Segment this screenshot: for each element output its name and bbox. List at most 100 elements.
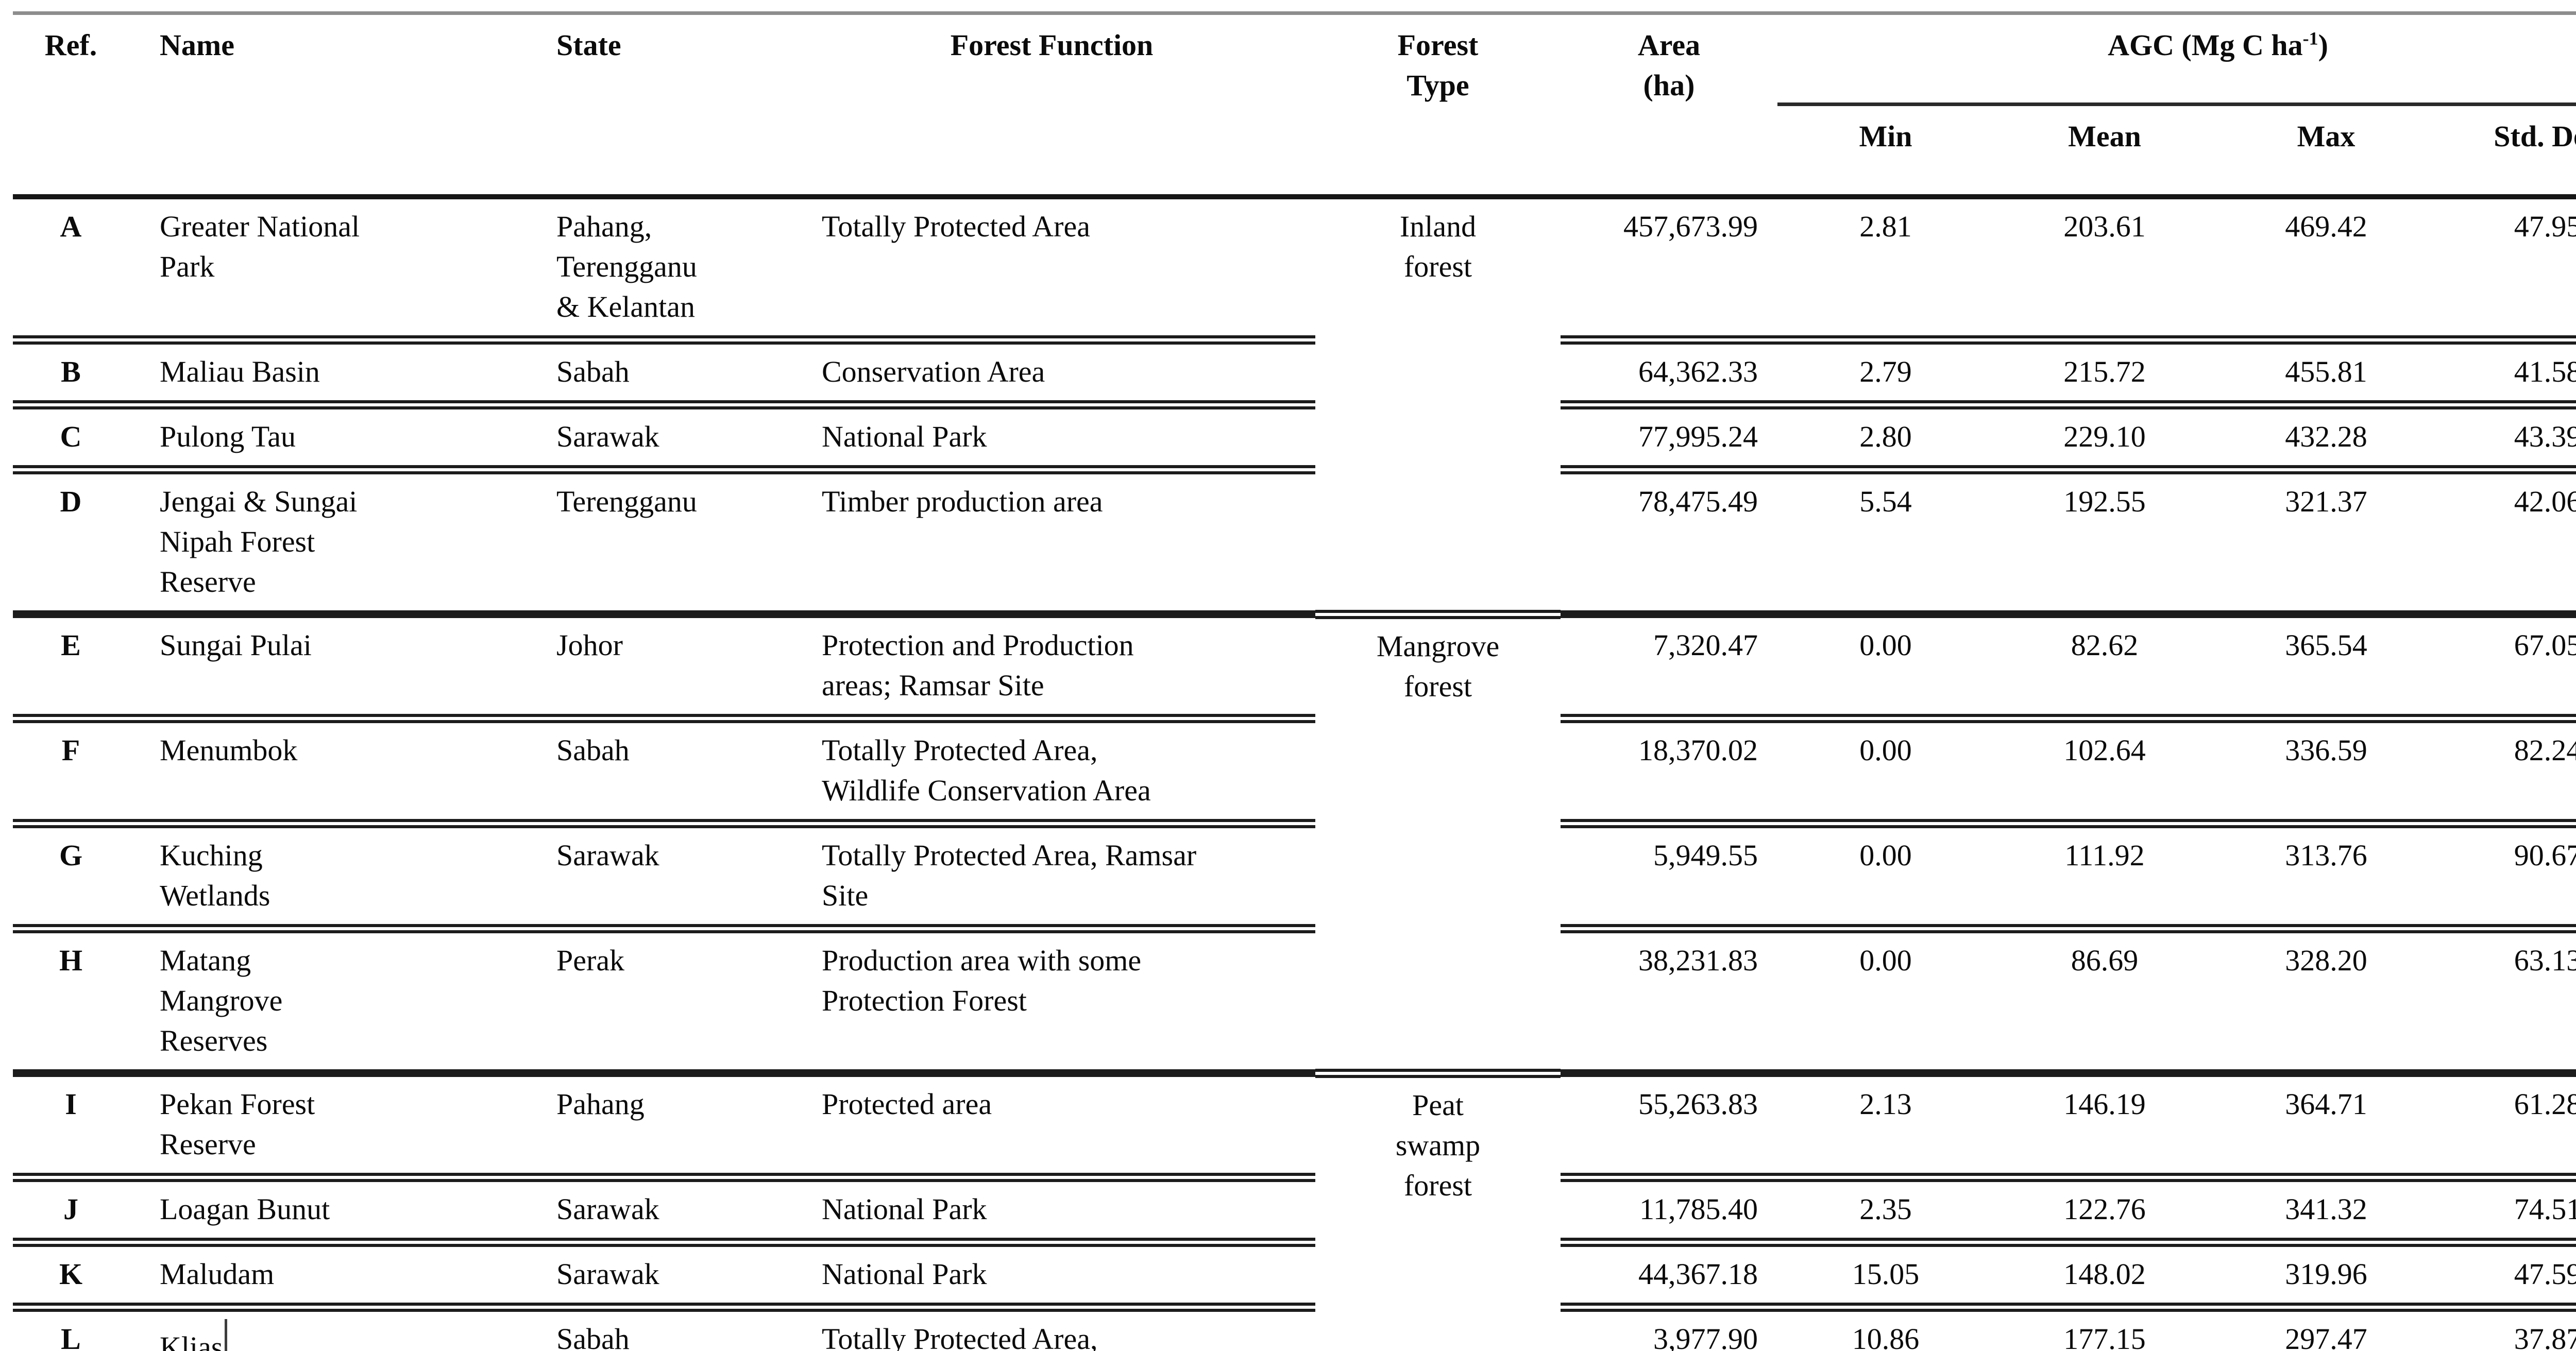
mean-cell[interactable]: 111.92 — [1994, 824, 2215, 933]
mean-cell[interactable]: 148.02 — [1994, 1242, 2215, 1312]
min-cell[interactable]: 2.79 — [1777, 340, 1994, 409]
mean-cell[interactable]: 86.69 — [1994, 929, 2215, 1077]
min-cell[interactable]: 2.81 — [1777, 197, 1994, 345]
min-cell[interactable]: 15.05 — [1777, 1242, 1994, 1312]
area-cell[interactable]: 18,370.02 — [1561, 719, 1777, 828]
ref-cell[interactable]: C — [13, 405, 129, 474]
name-cell[interactable]: Menumbok — [129, 719, 515, 828]
ref-cell[interactable]: G — [13, 824, 129, 933]
col-group-header-agc[interactable]: AGC (Mg C ha-1) — [1777, 13, 2576, 107]
mean-cell[interactable]: 146.19 — [1994, 1073, 2215, 1182]
forest-function-cell[interactable]: Conservation Area — [788, 340, 1315, 409]
col-header-std-dev[interactable]: Std. Dev — [2437, 104, 2576, 200]
name-cell[interactable]: Klias — [129, 1307, 515, 1351]
mean-cell[interactable]: 122.76 — [1994, 1177, 2215, 1247]
std-dev-cell[interactable]: 41.58 — [2437, 340, 2576, 409]
min-cell[interactable]: 0.00 — [1777, 824, 1994, 933]
ref-cell[interactable]: K — [13, 1242, 129, 1312]
mean-cell[interactable]: 102.64 — [1994, 719, 2215, 828]
std-dev-cell[interactable]: 43.39 — [2437, 405, 2576, 474]
name-cell[interactable]: Maliau Basin — [129, 340, 515, 409]
state-cell[interactable]: Terengganu — [515, 470, 788, 618]
col-header-ref[interactable]: Ref. — [13, 13, 129, 199]
forest-function-cell[interactable]: Production area with some Protection For… — [788, 929, 1315, 1077]
col-header-name[interactable]: Name — [129, 13, 515, 199]
forest-type-cell-peat-swamp[interactable]: Peat swamp forest — [1315, 1073, 1561, 1351]
std-dev-cell[interactable]: 37.87 — [2437, 1307, 2576, 1351]
col-header-forest-type[interactable]: Forest Type — [1315, 13, 1561, 199]
min-cell[interactable]: 2.35 — [1777, 1177, 1994, 1247]
forest-function-cell[interactable]: Protection and Production areas; Ramsar … — [788, 614, 1315, 723]
max-cell[interactable]: 341.32 — [2215, 1177, 2437, 1247]
ref-cell[interactable]: J — [13, 1177, 129, 1247]
min-cell[interactable]: 2.13 — [1777, 1073, 1994, 1182]
max-cell[interactable]: 455.81 — [2215, 340, 2437, 409]
area-cell[interactable]: 3,977.90 — [1561, 1307, 1777, 1351]
std-dev-cell[interactable]: 42.06 — [2437, 470, 2576, 618]
mean-cell[interactable]: 229.10 — [1994, 405, 2215, 474]
mean-cell[interactable]: 215.72 — [1994, 340, 2215, 409]
area-cell[interactable]: 5,949.55 — [1561, 824, 1777, 933]
min-cell[interactable]: 0.00 — [1777, 614, 1994, 723]
state-cell[interactable]: Perak — [515, 929, 788, 1077]
max-cell[interactable]: 313.76 — [2215, 824, 2437, 933]
ref-cell[interactable]: I — [13, 1073, 129, 1182]
name-cell[interactable]: Greater National Park — [129, 197, 515, 345]
forest-function-cell[interactable]: National Park — [788, 1177, 1315, 1247]
name-cell[interactable]: Matang Mangrove Reserves — [129, 929, 515, 1077]
state-cell[interactable]: Johor — [515, 614, 788, 723]
area-cell[interactable]: 7,320.47 — [1561, 614, 1777, 723]
state-cell[interactable]: Sarawak — [515, 824, 788, 933]
area-cell[interactable]: 77,995.24 — [1561, 405, 1777, 474]
max-cell[interactable]: 328.20 — [2215, 929, 2437, 1077]
max-cell[interactable]: 321.37 — [2215, 470, 2437, 618]
max-cell[interactable]: 364.71 — [2215, 1073, 2437, 1182]
area-cell[interactable]: 44,367.18 — [1561, 1242, 1777, 1312]
col-header-mean[interactable]: Mean — [1994, 104, 2215, 200]
area-cell[interactable]: 78,475.49 — [1561, 470, 1777, 618]
ref-cell[interactable]: A — [13, 197, 129, 345]
name-cell[interactable]: Jengai & Sungai Nipah Forest Reserve — [129, 470, 515, 618]
max-cell[interactable]: 432.28 — [2215, 405, 2437, 474]
area-cell[interactable]: 55,263.83 — [1561, 1073, 1777, 1182]
col-header-max[interactable]: Max — [2215, 104, 2437, 200]
area-cell[interactable]: 64,362.33 — [1561, 340, 1777, 409]
state-cell[interactable]: Sarawak — [515, 1242, 788, 1312]
forest-function-cell[interactable]: Totally Protected Area, Wildlife Conserv… — [788, 1307, 1315, 1351]
ref-cell[interactable]: D — [13, 470, 129, 618]
state-cell[interactable]: Sabah — [515, 719, 788, 828]
std-dev-cell[interactable]: 82.24 — [2437, 719, 2576, 828]
name-cell[interactable]: Pulong Tau — [129, 405, 515, 474]
forest-type-cell-inland[interactable]: Inland forest — [1315, 197, 1561, 619]
ref-cell[interactable]: E — [13, 614, 129, 723]
ref-cell[interactable]: F — [13, 719, 129, 828]
forest-function-cell[interactable]: Totally Protected Area, Wildlife Conserv… — [788, 719, 1315, 828]
std-dev-cell[interactable]: 74.51 — [2437, 1177, 2576, 1247]
max-cell[interactable]: 469.42 — [2215, 197, 2437, 345]
area-cell[interactable]: 11,785.40 — [1561, 1177, 1777, 1247]
forest-function-cell[interactable]: Totally Protected Area, Ramsar Site — [788, 824, 1315, 933]
state-cell[interactable]: Sarawak — [515, 405, 788, 474]
mean-cell[interactable]: 82.62 — [1994, 614, 2215, 723]
ref-cell[interactable]: H — [13, 929, 129, 1077]
area-cell[interactable]: 457,673.99 — [1561, 197, 1777, 345]
std-dev-cell[interactable]: 90.67 — [2437, 824, 2576, 933]
name-cell[interactable]: Maludam — [129, 1242, 515, 1312]
state-cell[interactable]: Pahang — [515, 1073, 788, 1182]
col-header-forest-function[interactable]: Forest Function — [788, 13, 1315, 199]
name-cell[interactable]: Kuching Wetlands — [129, 824, 515, 933]
col-header-area[interactable]: Area (ha) — [1561, 13, 1777, 199]
name-cell[interactable]: Pekan Forest Reserve — [129, 1073, 515, 1182]
min-cell[interactable]: 0.00 — [1777, 719, 1994, 828]
state-cell[interactable]: Sarawak — [515, 1177, 788, 1247]
std-dev-cell[interactable]: 47.59 — [2437, 1242, 2576, 1312]
name-cell[interactable]: Loagan Bunut — [129, 1177, 515, 1247]
max-cell[interactable]: 297.47 — [2215, 1307, 2437, 1351]
forest-function-cell[interactable]: National Park — [788, 1242, 1315, 1312]
forest-function-cell[interactable]: Timber production area — [788, 470, 1315, 618]
max-cell[interactable]: 365.54 — [2215, 614, 2437, 723]
forest-function-cell[interactable]: National Park — [788, 405, 1315, 474]
mean-cell[interactable]: 203.61 — [1994, 197, 2215, 345]
mean-cell[interactable]: 192.55 — [1994, 470, 2215, 618]
max-cell[interactable]: 336.59 — [2215, 719, 2437, 828]
